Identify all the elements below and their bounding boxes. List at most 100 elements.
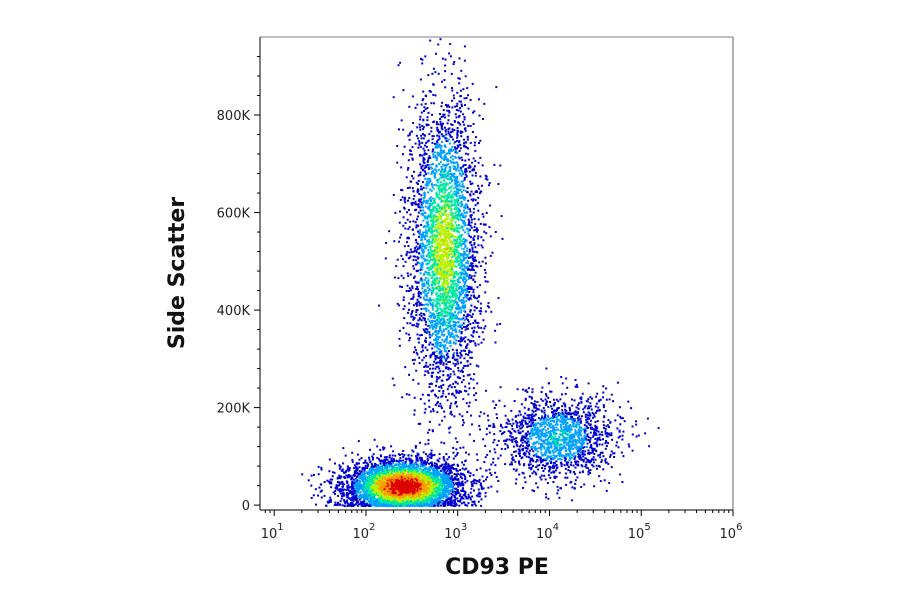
event-dot	[393, 483, 396, 486]
event-dot	[406, 500, 409, 503]
event-dot	[383, 479, 386, 481]
event-dot	[453, 501, 456, 504]
event-dot	[346, 485, 349, 488]
event-dot	[451, 490, 454, 493]
event-dot	[411, 497, 414, 500]
event-dot	[413, 477, 416, 480]
event-dot	[438, 489, 441, 492]
event-dot	[464, 494, 466, 497]
event-dot	[393, 276, 396, 279]
event-dot	[439, 495, 442, 498]
event-dot	[327, 501, 330, 504]
event-dot	[341, 495, 344, 498]
event-dot	[476, 459, 479, 462]
event-dot	[454, 476, 457, 479]
event-dot	[426, 457, 429, 460]
event-dot	[446, 122, 449, 125]
event-dot	[396, 504, 399, 507]
event-dot	[371, 464, 374, 467]
event-dot	[323, 494, 326, 497]
event-dot	[436, 500, 439, 503]
event-dot	[473, 144, 476, 147]
event-dot	[371, 493, 374, 496]
event-dot	[433, 313, 436, 316]
event-dot	[420, 463, 423, 466]
event-dot	[420, 350, 423, 353]
event-dot	[416, 454, 419, 457]
event-dot	[469, 269, 472, 271]
event-dot	[470, 487, 473, 490]
event-dot	[344, 502, 347, 505]
event-dot	[427, 480, 429, 483]
event-dot	[357, 486, 360, 489]
event-dot	[358, 473, 360, 476]
event-dot	[368, 492, 370, 495]
event-dot	[413, 464, 415, 467]
event-dot	[438, 501, 441, 504]
event-dot	[363, 476, 366, 479]
event-dot	[378, 475, 381, 478]
event-dot	[382, 496, 385, 499]
event-dot	[431, 493, 434, 496]
event-dot	[373, 478, 376, 481]
event-dot	[389, 474, 392, 477]
event-dot	[380, 489, 383, 492]
event-dot	[480, 485, 483, 488]
event-dot	[427, 472, 430, 475]
event-dot	[407, 487, 410, 489]
event-dot	[482, 480, 485, 483]
event-dot	[465, 495, 468, 498]
event-dot	[441, 477, 444, 480]
event-dot	[330, 482, 333, 485]
event-dot	[406, 322, 409, 325]
event-dot	[425, 166, 428, 169]
event-dot	[424, 469, 427, 472]
event-dot	[420, 165, 423, 168]
event-dot	[355, 462, 358, 465]
event-dot	[392, 467, 395, 470]
event-dot	[384, 257, 387, 260]
event-dot	[454, 498, 457, 501]
event-dot	[464, 491, 467, 494]
event-dot	[447, 493, 450, 496]
event-dot	[447, 498, 450, 500]
event-dot	[473, 250, 476, 253]
event-dot	[426, 497, 429, 500]
event-dot	[367, 487, 370, 490]
event-dot	[403, 494, 406, 497]
event-dot	[420, 487, 423, 490]
event-dot	[323, 481, 326, 483]
event-dot	[452, 504, 455, 507]
event-dot	[374, 486, 377, 488]
event-dot	[362, 461, 365, 464]
event-dot	[386, 468, 389, 470]
event-dot	[341, 485, 344, 488]
event-dot	[413, 504, 416, 507]
event-dot	[408, 501, 410, 504]
event-dot	[407, 494, 410, 497]
event-dot	[394, 490, 397, 493]
event-dot	[416, 457, 419, 459]
event-dot	[438, 302, 441, 305]
event-dot	[417, 206, 420, 208]
event-dot	[469, 180, 472, 183]
event-dot	[430, 289, 433, 292]
event-dot	[398, 482, 401, 485]
event-dot	[431, 482, 434, 485]
event-dot	[372, 473, 375, 476]
event-dot	[442, 474, 445, 476]
event-dot	[397, 463, 400, 466]
event-dot	[443, 459, 446, 462]
event-dot	[476, 480, 479, 482]
event-dot	[354, 488, 357, 491]
event-dot	[352, 500, 355, 503]
event-dot	[354, 493, 356, 496]
event-dot	[378, 480, 380, 483]
event-dot	[460, 497, 463, 500]
event-dot	[419, 163, 422, 166]
event-dot	[451, 106, 454, 109]
event-dot	[453, 473, 456, 476]
event-dot	[423, 486, 426, 489]
event-dot	[418, 475, 421, 478]
event-dot	[410, 464, 412, 467]
